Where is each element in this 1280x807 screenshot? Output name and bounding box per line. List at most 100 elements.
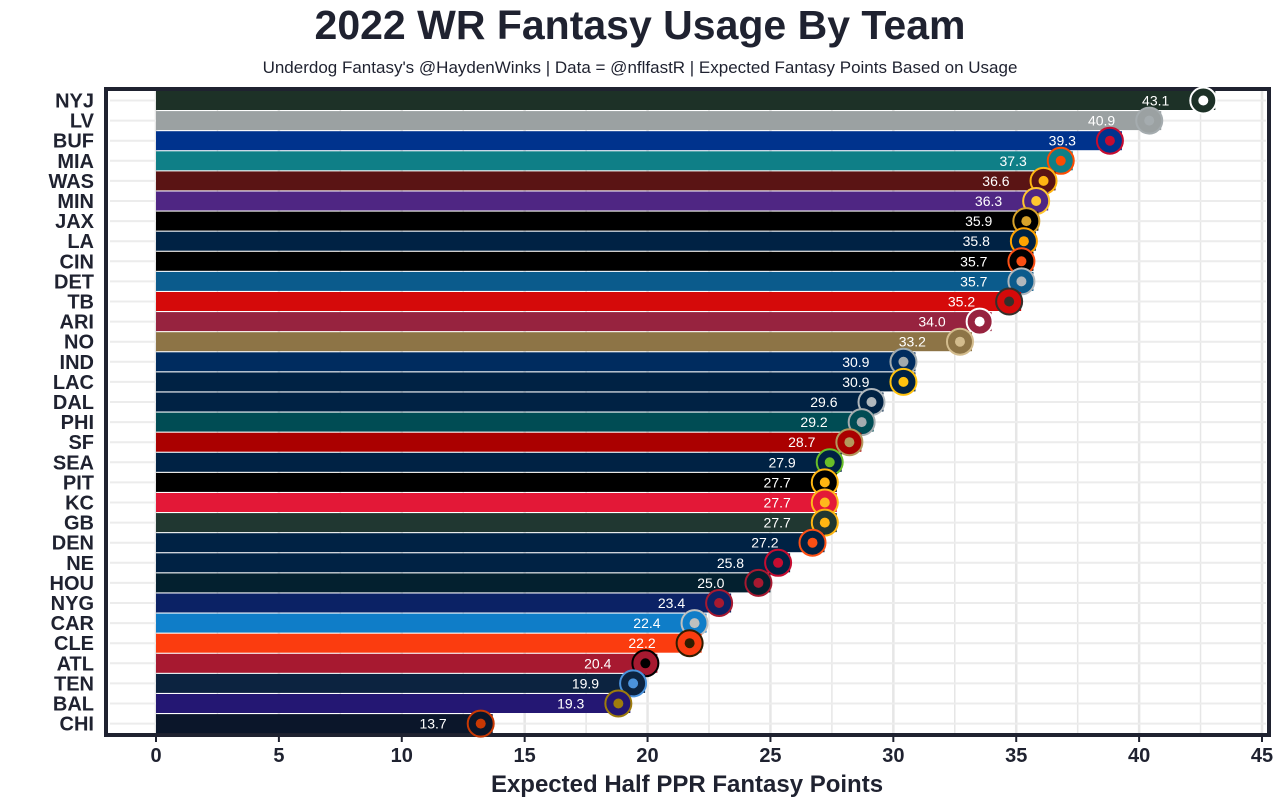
logo-mark	[1018, 236, 1029, 247]
x-tick-label: 40	[1128, 745, 1150, 767]
value-label: 27.7	[764, 474, 791, 490]
x-tick-label: 35	[1005, 745, 1027, 767]
y-tick-label: ARI	[60, 312, 94, 334]
dolphins-logo	[1046, 146, 1075, 175]
bar-det	[156, 271, 1034, 291]
falcons-logo	[631, 649, 660, 678]
y-tick-label: LV	[70, 111, 95, 133]
bar-cle	[156, 633, 702, 653]
bar-lac	[156, 372, 916, 392]
lions-logo	[1007, 267, 1036, 296]
bar-ind	[156, 352, 916, 372]
value-label: 23.4	[658, 595, 685, 611]
y-tick-label: CLE	[54, 633, 94, 655]
y-tick-label: CHI	[60, 714, 94, 736]
bar-la	[156, 231, 1036, 251]
y-axis-labels: NYJLVBUFMIAWASMINJAXLACINDETTBARINOINDLA…	[48, 91, 94, 736]
cowboys-logo	[857, 388, 886, 416]
value-label: 25.8	[717, 555, 744, 571]
x-tick-label: 5	[273, 745, 284, 767]
value-label: 22.2	[628, 635, 655, 651]
value-label: 29.6	[810, 394, 837, 410]
logo-mark	[844, 437, 855, 448]
logo-mark	[856, 417, 867, 428]
texans-logo	[744, 568, 773, 597]
bar-dal	[156, 392, 884, 412]
bar-den	[156, 533, 825, 553]
giants-logo	[705, 589, 734, 617]
value-label: 20.4	[584, 655, 611, 671]
bar-mia	[156, 151, 1073, 171]
logo-mark	[866, 397, 877, 407]
colts-logo	[889, 347, 918, 376]
value-label: 35.8	[963, 233, 990, 249]
value-label: 19.3	[557, 696, 584, 712]
value-label: 30.9	[842, 374, 869, 390]
bar-sea	[156, 452, 842, 472]
y-tick-label: KC	[65, 493, 94, 515]
logo-mark	[613, 698, 624, 709]
logo-mark	[974, 316, 985, 327]
x-tick-label: 0	[150, 745, 161, 767]
y-tick-label: JAX	[55, 211, 95, 233]
bar-hou	[156, 573, 771, 593]
logo-mark	[1104, 135, 1115, 146]
logo-mark	[819, 477, 830, 488]
bar-nyg	[156, 593, 732, 613]
bar-ten	[156, 673, 646, 693]
logo-mark	[1016, 256, 1027, 267]
value-label: 36.6	[982, 173, 1009, 189]
y-tick-label: DET	[54, 271, 94, 293]
y-tick-label: MIA	[57, 151, 94, 173]
value-label: 33.2	[899, 334, 926, 350]
value-label: 35.7	[960, 273, 987, 289]
logo-mark	[1038, 175, 1049, 186]
logo-mark	[714, 598, 725, 608]
y-tick-label: NO	[64, 332, 94, 354]
packers-logo	[810, 508, 839, 537]
y-tick-label: SF	[68, 432, 94, 454]
value-label: 36.3	[975, 193, 1002, 209]
y-tick-label: NYJ	[55, 91, 94, 113]
x-tick-label: 10	[391, 745, 413, 767]
value-label: 27.7	[764, 515, 791, 531]
logo-mark	[1144, 115, 1155, 126]
patriots-logo	[764, 548, 793, 577]
bar-buf	[156, 131, 1122, 151]
saints-logo	[945, 327, 974, 356]
y-tick-label: NYG	[51, 593, 94, 615]
bar-phi	[156, 412, 874, 432]
x-tick-label: 20	[636, 745, 658, 767]
x-tick-label: 45	[1251, 745, 1273, 767]
y-tick-label: DEN	[52, 533, 94, 555]
value-label: 27.2	[751, 535, 778, 551]
bar-chi	[156, 714, 493, 734]
bar-cin	[156, 251, 1034, 271]
bar-min	[156, 191, 1049, 211]
bar-lv	[156, 111, 1162, 131]
y-tick-label: LA	[67, 231, 94, 253]
bar-sf	[156, 432, 862, 452]
value-label: 27.7	[764, 495, 791, 511]
bar-car	[156, 613, 707, 633]
x-axis-ticks: 0 5 10 15 20 25 30 35 40 45	[150, 737, 1273, 767]
y-tick-label: TB	[67, 292, 94, 314]
bars: 43.1 40.9 39.3 37.3 36.6 36.3 35.9 35.8 35.7 35.7…	[156, 86, 1218, 738]
chart-subtitle: Underdog Fantasy's @HaydenWinks | Data =…	[262, 58, 1018, 77]
logo-mark	[1031, 196, 1042, 206]
value-label: 13.7	[419, 716, 446, 732]
x-axis-title: Expected Half PPR Fantasy Points	[491, 771, 883, 798]
logo-mark	[1016, 276, 1027, 287]
steelers-logo	[810, 468, 839, 497]
logo-mark	[819, 497, 830, 508]
x-tick-label: 15	[514, 745, 536, 767]
logo-mark	[824, 457, 835, 468]
logo-mark	[1021, 216, 1032, 227]
bar-kc	[156, 493, 837, 512]
value-label: 30.9	[842, 354, 869, 370]
bears-logo	[466, 709, 495, 738]
broncos-logo	[798, 528, 827, 557]
value-label: 19.9	[572, 675, 599, 691]
y-tick-label: MIN	[57, 191, 94, 213]
